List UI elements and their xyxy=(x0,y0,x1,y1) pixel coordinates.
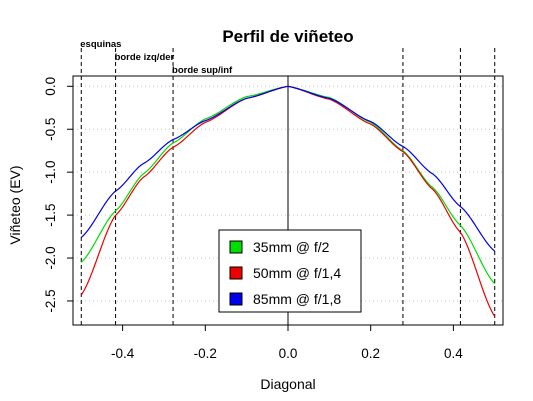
y-tick-label-0: 0.0 xyxy=(43,77,58,96)
ref-label-2: borde sup/inf xyxy=(172,65,233,76)
y-axis: 0.0 -0.5 -1.0 -1.5 -2.0 -2.5 xyxy=(43,77,73,313)
y-tick-label-3: -1.5 xyxy=(43,203,58,226)
legend-label-0: 35mm @ f/2 xyxy=(253,239,330,255)
legend-swatch-2 xyxy=(229,292,243,306)
series-line-2 xyxy=(80,85,496,252)
legend-box xyxy=(218,229,362,313)
x-axis-label: Diagonal xyxy=(260,376,315,392)
y-tick-label-2: -1.0 xyxy=(43,161,58,184)
y-tick-label-1: -0.5 xyxy=(43,118,58,141)
y-tick-label-4: -2.0 xyxy=(43,246,58,269)
legend-label-1: 50mm @ f/1,4 xyxy=(253,265,341,281)
legend: 35mm @ f/2 50mm @ f/1,4 85mm @ f/1,8 xyxy=(218,229,362,313)
series-lines xyxy=(80,85,496,317)
x-tick-label-2: 0.0 xyxy=(279,346,298,361)
x-tick-label-3: 0.2 xyxy=(361,346,380,361)
legend-swatch-1 xyxy=(229,266,243,280)
x-axis: -0.4 -0.2 0.0 0.2 0.4 xyxy=(111,325,463,361)
legend-label-2: 85mm @ f/1,8 xyxy=(253,291,341,307)
ref-label-1: borde izq/der xyxy=(115,52,175,63)
x-tick-label-1: -0.2 xyxy=(194,346,217,361)
y-tick-label-5: -2.5 xyxy=(43,289,58,312)
x-tick-label-4: 0.4 xyxy=(444,346,463,361)
ref-label-0: esquinas xyxy=(80,39,121,50)
legend-swatch-0 xyxy=(229,240,243,254)
y-axis-label: Viñeteo (EV) xyxy=(7,165,23,244)
chart-title: Perfil de viñeteo xyxy=(222,27,353,46)
x-tick-label-0: -0.4 xyxy=(111,346,135,361)
